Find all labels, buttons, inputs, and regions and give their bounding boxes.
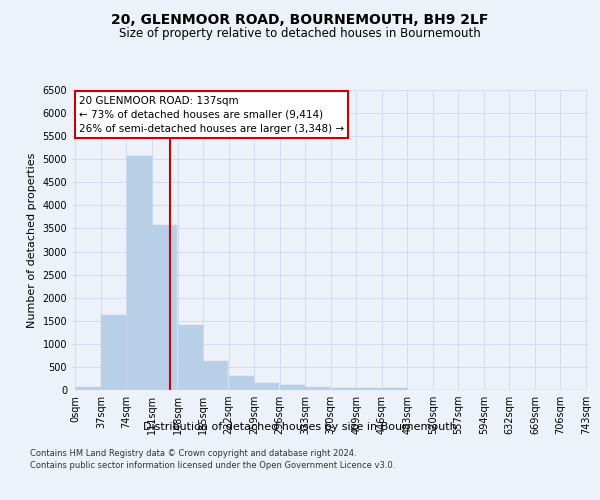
Bar — [127, 156, 152, 390]
Text: 20 GLENMOOR ROAD: 137sqm
← 73% of detached houses are smaller (9,414)
26% of sem: 20 GLENMOOR ROAD: 137sqm ← 73% of detach… — [79, 96, 344, 134]
Bar — [152, 225, 177, 390]
Bar — [178, 326, 203, 390]
Y-axis label: Number of detached properties: Number of detached properties — [27, 152, 37, 328]
Bar — [229, 376, 254, 390]
Text: 20, GLENMOOR ROAD, BOURNEMOUTH, BH9 2LF: 20, GLENMOOR ROAD, BOURNEMOUTH, BH9 2LF — [112, 12, 488, 26]
Bar — [331, 388, 356, 390]
Bar — [203, 361, 229, 390]
Text: Distribution of detached houses by size in Bournemouth: Distribution of detached houses by size … — [143, 422, 457, 432]
Bar — [101, 315, 126, 390]
Text: Size of property relative to detached houses in Bournemouth: Size of property relative to detached ho… — [119, 28, 481, 40]
Bar — [76, 386, 101, 390]
Bar — [356, 388, 382, 390]
Bar — [254, 383, 280, 390]
Bar — [280, 386, 305, 390]
Text: Contains public sector information licensed under the Open Government Licence v3: Contains public sector information licen… — [30, 461, 395, 470]
Bar — [382, 388, 407, 390]
Text: Contains HM Land Registry data © Crown copyright and database right 2024.: Contains HM Land Registry data © Crown c… — [30, 448, 356, 458]
Bar — [305, 386, 331, 390]
